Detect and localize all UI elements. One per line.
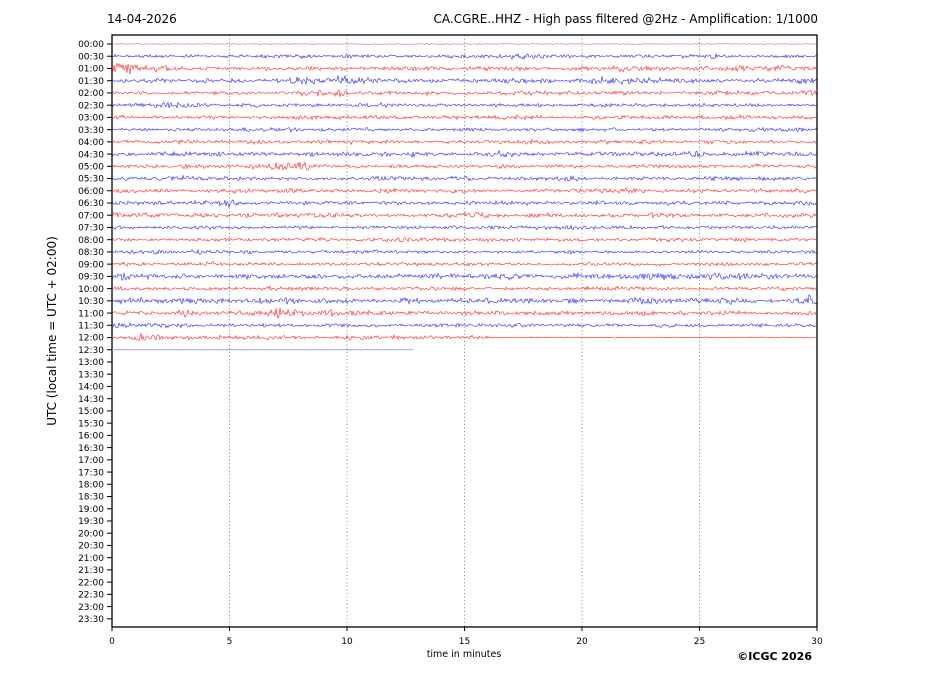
row-time-label: 07:30 bbox=[78, 224, 104, 234]
row-time-label: 20:30 bbox=[78, 542, 104, 552]
row-time-label: 13:30 bbox=[78, 370, 104, 380]
row-time-label: 19:30 bbox=[78, 517, 104, 527]
row-time-label: 20:00 bbox=[78, 529, 104, 539]
seismic-trace-0930 bbox=[111, 272, 818, 281]
row-time-label: 22:30 bbox=[78, 591, 104, 601]
x-axis-label: time in minutes bbox=[426, 649, 502, 660]
seismic-trace-0400 bbox=[111, 138, 818, 146]
row-time-label: 11:30 bbox=[78, 321, 104, 331]
row-time-label: 18:00 bbox=[78, 480, 104, 490]
seismic-trace-1100 bbox=[111, 307, 818, 319]
x-tick-label: 5 bbox=[227, 637, 233, 647]
x-tick-label: 30 bbox=[811, 637, 823, 647]
seismic-trace-0130 bbox=[111, 74, 818, 86]
row-time-label: 23:30 bbox=[78, 615, 104, 625]
row-time-label: 01:00 bbox=[78, 65, 104, 75]
seismic-trace-0030 bbox=[112, 52, 818, 60]
seismic-trace-0830 bbox=[111, 248, 818, 255]
y-axis-label: UTC (local time = UTC + 02:00) bbox=[45, 236, 59, 426]
row-time-label: 14:30 bbox=[78, 395, 104, 405]
row-time-label: 09:30 bbox=[78, 273, 104, 283]
x-tick-label: 15 bbox=[459, 637, 470, 647]
row-time-label: 12:30 bbox=[78, 346, 104, 356]
seismic-trace-0700 bbox=[111, 211, 818, 219]
row-time-label: 01:30 bbox=[78, 77, 104, 87]
row-time-label: 09:00 bbox=[78, 260, 104, 270]
row-time-label: 15:30 bbox=[78, 419, 104, 429]
seismic-trace-1200 bbox=[111, 333, 817, 342]
seismic-trace-0600 bbox=[111, 187, 818, 195]
seismic-trace-0430 bbox=[111, 149, 818, 159]
row-time-label: 04:30 bbox=[78, 150, 104, 160]
seismic-trace-1030 bbox=[111, 294, 818, 306]
row-time-label: 06:00 bbox=[78, 187, 104, 197]
row-time-label: 13:00 bbox=[78, 358, 104, 368]
seismic-trace-0800 bbox=[111, 236, 818, 243]
seismic-trace-0100 bbox=[111, 62, 818, 75]
seismic-trace-1000 bbox=[111, 285, 818, 292]
row-time-label: 18:30 bbox=[78, 493, 104, 503]
row-time-label: 14:00 bbox=[78, 383, 104, 393]
row-time-label: 21:30 bbox=[78, 566, 104, 576]
row-time-label: 17:30 bbox=[78, 468, 104, 478]
row-time-label: 00:30 bbox=[78, 52, 104, 62]
row-time-label: 03:30 bbox=[78, 126, 104, 136]
row-time-label: 10:00 bbox=[78, 285, 104, 295]
row-time-label: 21:00 bbox=[78, 554, 104, 564]
seismic-trace-0200 bbox=[111, 89, 818, 97]
row-time-label: 16:00 bbox=[78, 432, 104, 442]
row-time-label: 05:00 bbox=[78, 163, 104, 173]
seismic-trace-0330 bbox=[111, 126, 818, 133]
row-time-label: 19:00 bbox=[78, 505, 104, 515]
seismic-trace-0730 bbox=[111, 224, 818, 231]
row-time-label: 22:00 bbox=[78, 578, 104, 588]
row-time-label: 16:30 bbox=[78, 444, 104, 454]
x-tick-label: 10 bbox=[341, 637, 353, 647]
row-time-label: 10:30 bbox=[78, 297, 104, 307]
row-time-label: 02:00 bbox=[78, 89, 104, 99]
row-time-label: 23:00 bbox=[78, 603, 104, 613]
row-time-label: 02:30 bbox=[78, 101, 104, 111]
seismic-trace-0000 bbox=[111, 42, 818, 46]
x-tick-label: 0 bbox=[109, 637, 115, 647]
row-time-label: 17:00 bbox=[78, 456, 104, 466]
x-tick-label: 20 bbox=[576, 637, 588, 647]
row-time-label: 00:00 bbox=[78, 40, 104, 50]
seismic-trace-1130 bbox=[111, 322, 818, 329]
seismic-trace-1230 bbox=[111, 349, 414, 351]
plot-date: 14-04-2026 bbox=[107, 12, 177, 26]
row-time-label: 03:00 bbox=[78, 114, 104, 124]
seismic-trace-0500 bbox=[111, 162, 818, 171]
row-time-label: 04:00 bbox=[78, 138, 104, 148]
row-time-label: 08:30 bbox=[78, 248, 104, 258]
row-time-label: 11:00 bbox=[78, 309, 104, 319]
row-time-label: 07:00 bbox=[78, 211, 104, 221]
seismic-trace-0900 bbox=[111, 260, 818, 267]
seismic-trace-0300 bbox=[111, 114, 818, 121]
row-time-label: 08:00 bbox=[78, 236, 104, 246]
row-time-label: 05:30 bbox=[78, 175, 104, 185]
seismic-trace-0630 bbox=[111, 199, 818, 208]
row-time-label: 12:00 bbox=[78, 334, 104, 344]
plot-title: CA.CGRE..HHZ - High pass filtered @2Hz -… bbox=[433, 12, 818, 26]
row-time-label: 06:30 bbox=[78, 199, 104, 209]
seismic-trace-0530 bbox=[111, 174, 818, 182]
seismic-trace-0230 bbox=[111, 101, 818, 109]
x-tick-label: 25 bbox=[694, 637, 705, 647]
row-time-label: 15:00 bbox=[78, 407, 104, 417]
copyright-text: ©ICGC 2026 bbox=[737, 650, 812, 663]
